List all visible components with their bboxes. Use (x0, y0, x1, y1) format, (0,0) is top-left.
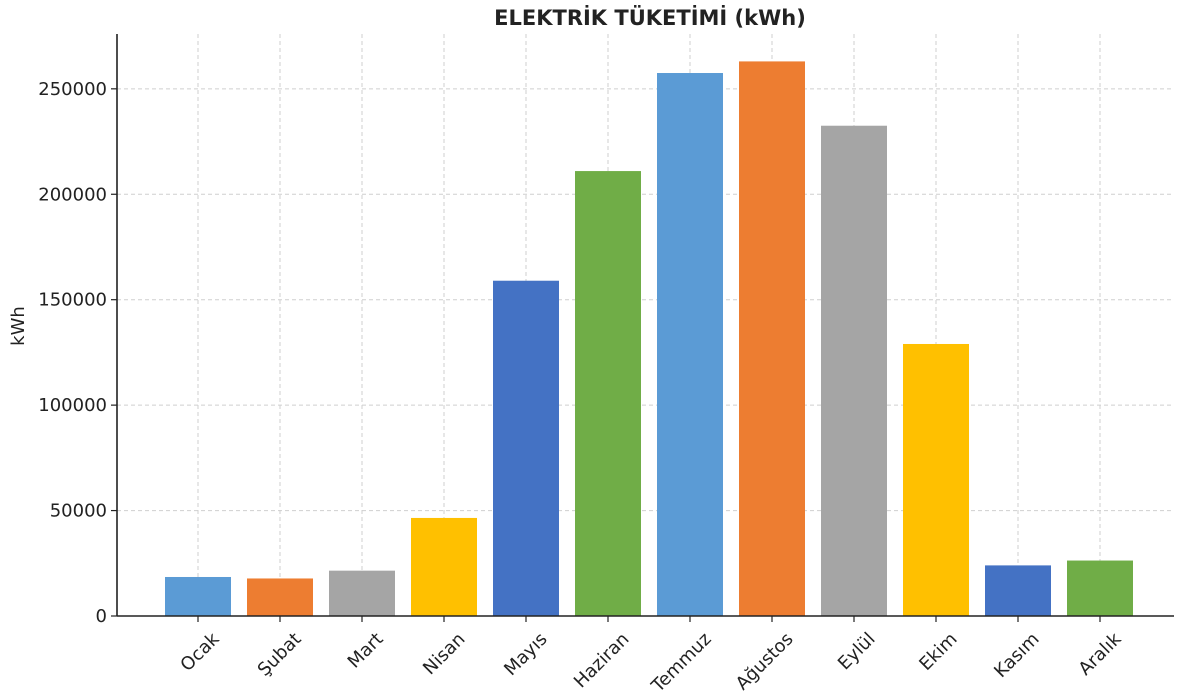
y-tick-labels: 0 50000 100000 150000 200000 250000 (38, 79, 107, 627)
bar-eylül (821, 125, 887, 616)
x-tick-label: Aralık (1075, 628, 1126, 679)
bar-nisan (411, 517, 477, 616)
bar-aralık (1067, 560, 1133, 616)
bar-layer (165, 61, 1133, 617)
bar-temmuz (657, 73, 723, 617)
y-tick-label: 50000 (50, 501, 107, 522)
x-tick-label: Ocak (176, 628, 223, 675)
x-tick-label: Nisan (419, 629, 469, 679)
y-tick-label: 200000 (38, 184, 107, 205)
y-axis-label: kWh (8, 306, 29, 346)
y-tick-label: 150000 (38, 290, 107, 311)
y-tick-label: 0 (96, 606, 107, 627)
x-tick-label: Ağustos (732, 629, 798, 695)
bar-mart (329, 570, 395, 616)
y-tick-label: 250000 (38, 79, 107, 100)
bar-ekim (903, 343, 969, 616)
bar-şubat (247, 578, 313, 616)
x-tick-label: Temmuz (647, 629, 716, 695)
grid-layer (117, 34, 1174, 616)
x-tick-label: Mart (344, 629, 388, 673)
bar-ocak (165, 576, 231, 616)
bar-mayıs (493, 280, 559, 616)
x-tick-label: Kasım (990, 629, 1043, 682)
chart-title: ELEKTRİK TÜKETİMİ (kWh) (494, 5, 806, 30)
x-tick-label: Ekim (915, 629, 961, 675)
y-tick-label: 100000 (38, 395, 107, 416)
axis-layer (111, 34, 1174, 622)
x-tick-labels: Ocak Şubat Mart Nisan Mayıs Haziran Temmuz Ağus… (176, 628, 1125, 695)
bar-kasım (985, 565, 1051, 616)
x-tick-label: Haziran (570, 629, 634, 693)
x-tick-label: Eylül (834, 629, 880, 675)
bar-ağustos (739, 61, 805, 617)
bar-haziran (575, 171, 641, 616)
x-tick-label: Şubat (254, 629, 306, 681)
x-tick-label: Mayıs (500, 629, 551, 680)
